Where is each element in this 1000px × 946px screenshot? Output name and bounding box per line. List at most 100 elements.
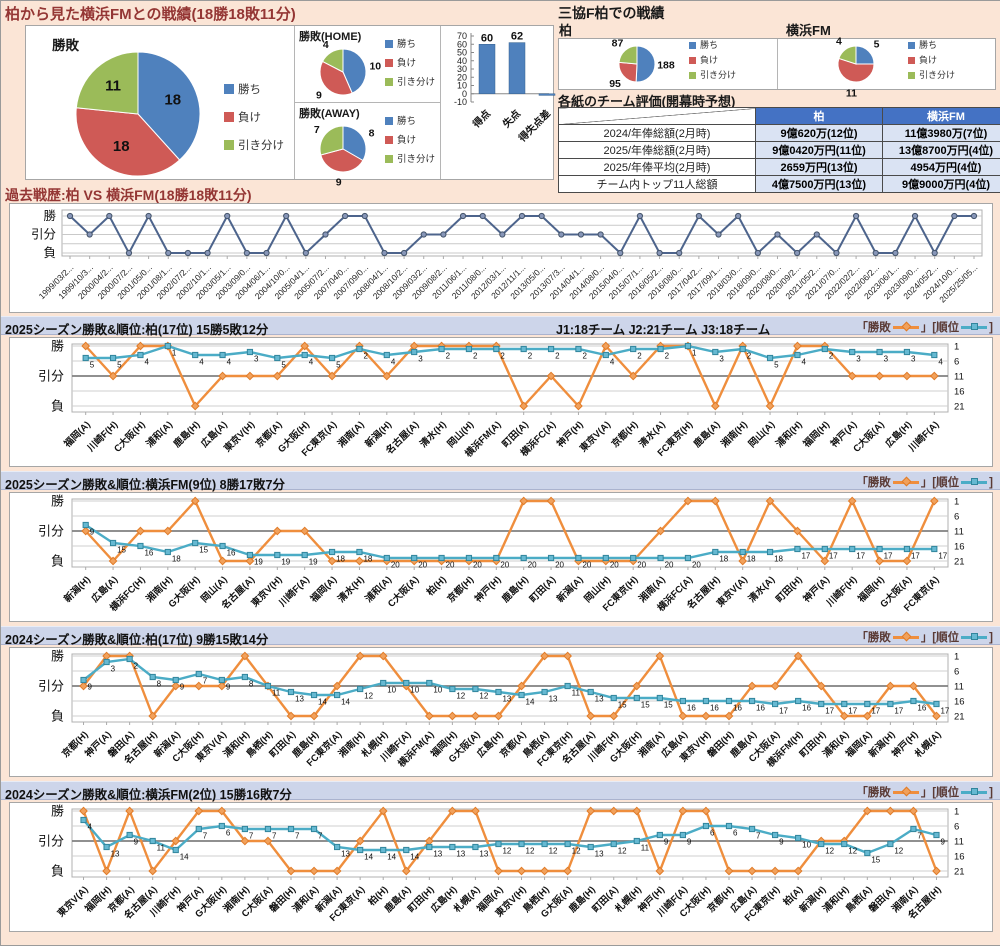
result-line-icon: [893, 477, 919, 487]
svg-text:11: 11: [954, 372, 964, 383]
svg-text:20: 20: [391, 561, 400, 570]
svg-text:12: 12: [894, 847, 903, 856]
legend-rank-label: 」[順位: [921, 477, 959, 489]
svg-text:鹿島(A): 鹿島(A): [690, 419, 722, 451]
rank-line-icon: [961, 322, 987, 332]
svg-text:勝: 勝: [51, 339, 64, 354]
svg-text:負け: 負け: [700, 54, 718, 65]
svg-text:2: 2: [446, 352, 451, 361]
history-title: 過去戦歴:柏 VS 横浜FM(18勝18敗11分): [5, 185, 252, 205]
svg-text:9: 9: [779, 838, 784, 847]
season1-title: 2025シーズン勝敗&順位:柏(17位) 15勝5敗12分: [5, 319, 268, 338]
table-value-cell: 11億3980万(7位): [883, 125, 1000, 142]
svg-text:16: 16: [917, 704, 926, 713]
svg-text:16: 16: [733, 704, 742, 713]
svg-text:7: 7: [756, 832, 761, 841]
stadium-title: 三協F柏での戦績: [558, 3, 665, 23]
svg-text:12: 12: [502, 847, 511, 856]
svg-text:17: 17: [829, 552, 838, 561]
svg-text:21: 21: [954, 402, 965, 413]
svg-text:13: 13: [456, 850, 465, 859]
svg-text:20: 20: [500, 561, 509, 570]
season4-title: 2024シーズン勝敗&順位:横浜FM(2位) 15勝16敗7分: [5, 784, 292, 803]
svg-text:3: 3: [418, 355, 423, 364]
svg-text:19: 19: [254, 558, 263, 567]
svg-text:負け: 負け: [238, 111, 261, 124]
svg-text:鹿島(H): 鹿島(H): [499, 574, 531, 606]
svg-text:17: 17: [856, 552, 865, 561]
legend-rank-label: 」[順位: [921, 632, 959, 644]
stadium-team-left: 柏: [559, 20, 572, 39]
season4-header: 2024シーズン勝敗&順位:横浜FM(2位) 15勝16敗7分 「勝敗」[順位]: [1, 781, 1000, 800]
svg-text:7: 7: [314, 124, 320, 136]
svg-text:13: 13: [502, 695, 511, 704]
svg-text:10: 10: [369, 60, 381, 72]
svg-text:負: 負: [51, 399, 64, 414]
svg-text:12: 12: [618, 847, 627, 856]
svg-text:14: 14: [364, 853, 373, 862]
svg-text:18: 18: [336, 555, 345, 564]
season3-title: 2024シーズン勝敗&順位:柏(17位) 9勝15敗14分: [5, 629, 268, 648]
svg-text:12: 12: [825, 847, 834, 856]
svg-text:勝ち: 勝ち: [397, 115, 416, 127]
svg-text:13: 13: [595, 850, 604, 859]
svg-text:20: 20: [528, 561, 537, 570]
svg-text:18: 18: [774, 555, 783, 564]
overview-title: 柏から見た横浜FMとの戦績(18勝18敗11分): [5, 3, 296, 24]
svg-text:9: 9: [940, 838, 945, 847]
rank-line-icon: [961, 787, 987, 797]
season2-legend: 「勝敗」[順位]: [856, 474, 993, 490]
svg-text:16: 16: [954, 542, 965, 553]
season3-header: 2024シーズン勝敗&順位:柏(17位) 9勝15敗14分 「勝敗」[順位]: [1, 626, 1000, 645]
svg-text:負: 負: [51, 864, 64, 879]
svg-text:14: 14: [180, 853, 189, 862]
svg-text:6: 6: [954, 357, 959, 368]
svg-text:得点: 得点: [469, 107, 493, 131]
svg-text:負け: 負け: [919, 54, 937, 65]
table-header-cell: 横浜FM: [883, 108, 1000, 125]
svg-text:17: 17: [871, 707, 880, 716]
svg-text:17: 17: [911, 552, 920, 561]
svg-text:13: 13: [111, 850, 120, 859]
svg-text:11: 11: [572, 689, 581, 698]
result-line-icon: [893, 787, 919, 797]
table-value-cell: 9億0420万円(11位): [756, 142, 883, 159]
svg-text:9: 9: [134, 838, 139, 847]
season4-legend: 「勝敗」[順位]: [856, 784, 993, 800]
rank-line-icon: [961, 632, 987, 642]
svg-text:4: 4: [323, 39, 329, 51]
svg-text:6: 6: [226, 829, 231, 838]
svg-text:12: 12: [456, 692, 465, 701]
svg-text:5: 5: [774, 361, 779, 370]
table-value-cell: 2659万円(13位): [756, 159, 883, 176]
svg-text:15: 15: [641, 701, 650, 710]
svg-text:湘南(A): 湘南(A): [335, 419, 366, 450]
svg-text:-10: -10: [454, 97, 467, 107]
svg-text:9: 9: [316, 90, 322, 102]
svg-text:清水(A): 清水(A): [746, 574, 777, 605]
svg-text:11: 11: [105, 77, 121, 94]
legend-result-label: 「勝敗: [856, 477, 891, 489]
svg-text:1: 1: [954, 807, 959, 818]
svg-text:13: 13: [433, 850, 442, 859]
legend-close: ]: [989, 787, 993, 799]
svg-text:4: 4: [309, 358, 314, 367]
svg-text:11: 11: [272, 689, 281, 698]
svg-text:5: 5: [90, 361, 95, 370]
table-value-cell: 4954万円(4位): [883, 159, 1000, 176]
svg-text:神戸(H): 神戸(H): [472, 574, 503, 605]
svg-text:17: 17: [940, 707, 949, 716]
svg-text:新潟(A): 新潟(A): [554, 574, 585, 605]
svg-text:7: 7: [203, 832, 208, 841]
svg-text:4: 4: [227, 358, 232, 367]
